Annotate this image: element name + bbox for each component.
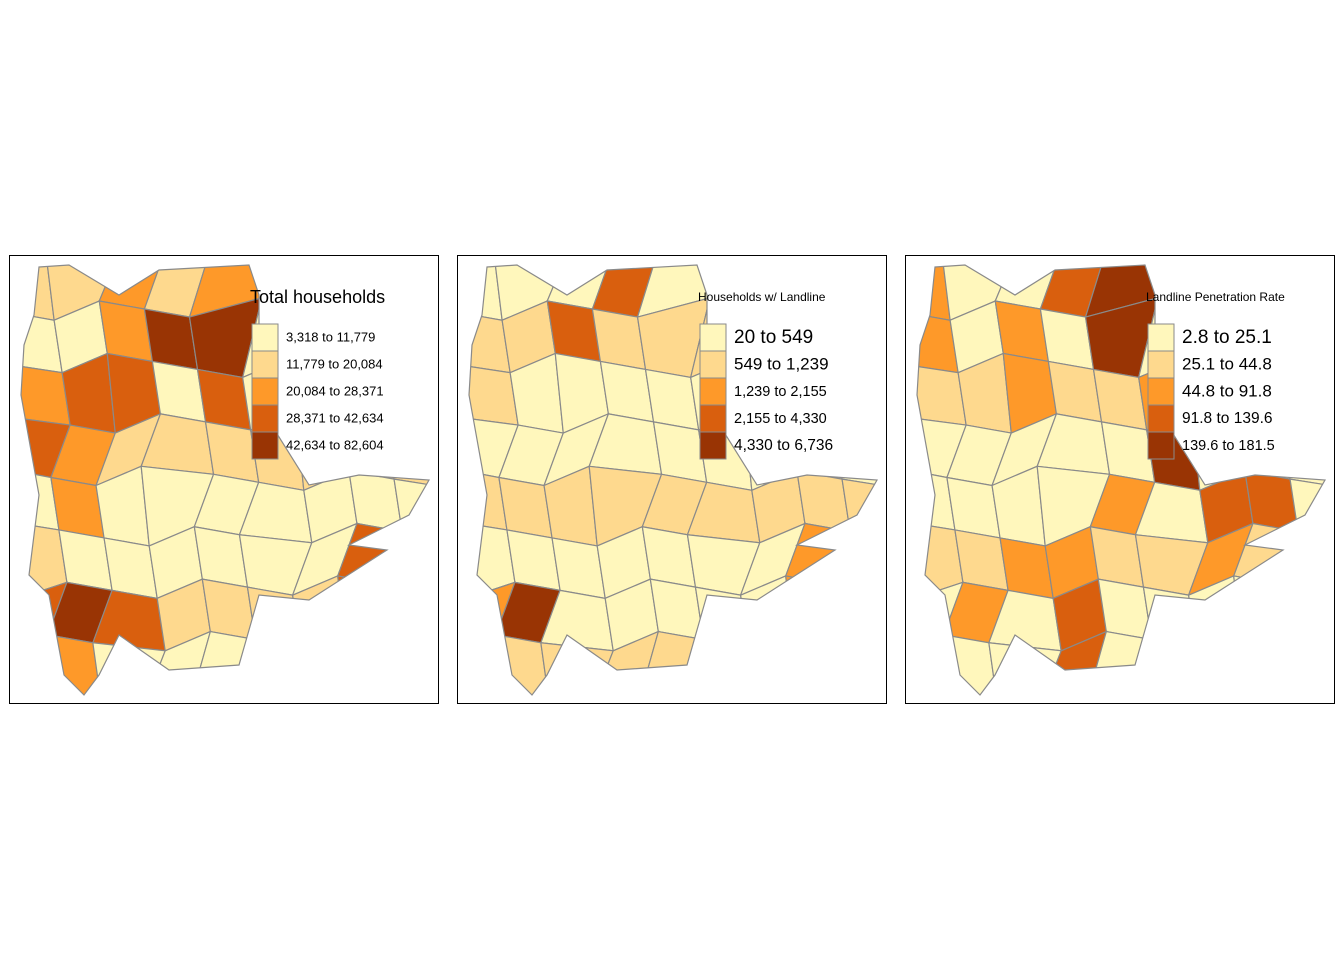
legend-label: 44.8 to 91.8 <box>1182 381 1272 400</box>
region <box>92 642 167 695</box>
legend-swatch <box>1147 377 1175 406</box>
legend-swatch <box>251 350 279 379</box>
region <box>1241 635 1296 695</box>
region <box>1292 301 1325 376</box>
legend-swatch <box>699 404 727 433</box>
legend-label: 28,371 to 42,634 <box>286 410 384 425</box>
legend-swatch <box>251 404 279 433</box>
legend-label: 20 to 549 <box>734 327 813 348</box>
region <box>254 638 310 695</box>
region <box>988 642 1063 695</box>
legend-swatch <box>251 323 279 352</box>
legend-swatch <box>251 377 279 406</box>
legend-swatch <box>1147 404 1175 433</box>
region <box>1281 354 1325 436</box>
region <box>1194 265 1249 315</box>
region <box>345 635 400 695</box>
legend-swatch <box>1147 323 1175 352</box>
region <box>540 642 615 695</box>
region <box>844 301 877 376</box>
region <box>702 638 758 695</box>
region <box>469 363 519 426</box>
region <box>337 575 392 657</box>
region <box>1284 265 1325 323</box>
region <box>21 633 57 695</box>
region <box>841 478 877 541</box>
region <box>917 363 967 426</box>
region <box>830 583 877 646</box>
region <box>793 635 848 695</box>
legend-title: Landline Penetration Rate <box>1146 290 1285 304</box>
region <box>1150 638 1206 695</box>
map-panel: Total households 3,318 to 11,779 11,779 to… <box>9 255 439 704</box>
legend-swatch <box>699 377 727 406</box>
region <box>385 354 429 436</box>
region <box>469 633 505 695</box>
region <box>1239 265 1294 323</box>
legend-label: 25.1 to 44.8 <box>1182 354 1272 373</box>
region <box>396 301 429 376</box>
map-panel: Households w/ Landline 20 to 549 549 to 1,… <box>457 255 887 704</box>
panel-frame <box>9 255 439 704</box>
regions <box>469 265 877 695</box>
legend-label: 20,084 to 28,371 <box>286 383 384 398</box>
map-panel: Landline Penetration Rate 2.8 to 25.1 25.1… <box>905 255 1335 704</box>
region <box>388 265 429 323</box>
region <box>299 646 355 695</box>
legend-label: 2,155 to 4,330 <box>734 411 827 427</box>
map-outline <box>20 264 430 696</box>
map-outline <box>468 264 878 696</box>
region <box>917 633 953 695</box>
region <box>1289 478 1325 541</box>
region <box>830 530 877 593</box>
region <box>833 354 877 436</box>
legend-swatch <box>699 350 727 379</box>
region <box>838 635 877 695</box>
legend-title: Total households <box>250 287 385 307</box>
legend-swatch <box>251 431 279 460</box>
region <box>791 265 846 323</box>
legend-swatch <box>1147 350 1175 379</box>
panel-frame <box>457 255 887 704</box>
region <box>1286 635 1325 695</box>
legend-swatch <box>699 431 727 460</box>
regions <box>21 265 429 695</box>
legend-label: 3,318 to 11,779 <box>286 329 375 344</box>
legend-swatch <box>699 323 727 352</box>
map-outline <box>916 264 1326 696</box>
region <box>746 265 801 315</box>
region <box>1195 646 1251 695</box>
region <box>1278 583 1325 646</box>
region <box>785 575 840 657</box>
region <box>836 265 877 323</box>
legend-label: 4,330 to 6,736 <box>734 437 833 454</box>
region <box>469 265 503 321</box>
legend-swatch <box>1147 431 1175 460</box>
legend-label: 139.6 to 181.5 <box>1182 438 1275 454</box>
legend-title: Households w/ Landline <box>698 290 826 304</box>
legend-label: 549 to 1,239 <box>734 354 829 373</box>
region <box>21 265 55 321</box>
region <box>382 583 429 646</box>
region <box>747 646 803 695</box>
region <box>21 363 71 426</box>
region <box>1233 575 1288 657</box>
legend-label: 2.8 to 25.1 <box>1182 327 1272 348</box>
legend-label: 1,239 to 2,155 <box>734 384 827 400</box>
region <box>382 530 429 593</box>
panel-frame <box>905 255 1335 704</box>
regions <box>917 265 1325 695</box>
legend-label: 11,779 to 20,084 <box>286 356 383 371</box>
legend-label: 91.8 to 139.6 <box>1182 410 1273 427</box>
legend-label: 42,634 to 82,604 <box>286 437 384 452</box>
region <box>390 635 429 695</box>
region <box>1278 530 1325 593</box>
region <box>393 478 429 541</box>
region <box>917 265 951 321</box>
